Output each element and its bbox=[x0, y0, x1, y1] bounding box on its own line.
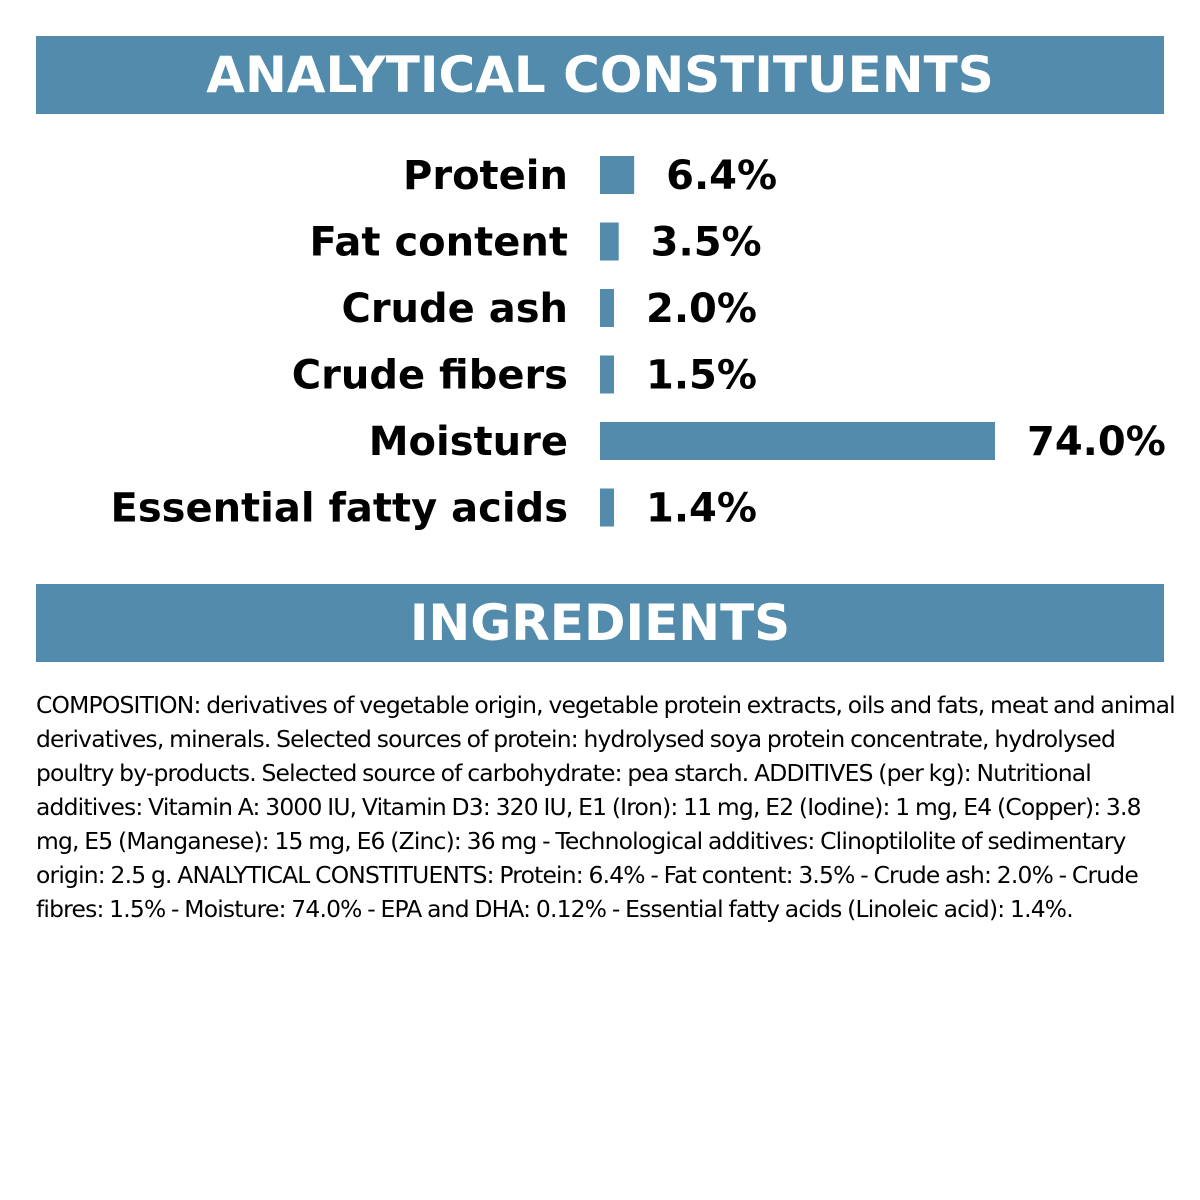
bar-fat-content bbox=[600, 222, 619, 261]
value-label-fat-content: 3.5% bbox=[651, 220, 762, 266]
value-label-crude-ash: 2.0% bbox=[646, 286, 757, 332]
category-label-moisture: Moisture bbox=[369, 419, 568, 465]
bar-protein bbox=[600, 156, 635, 194]
value-label-moisture: 74.0% bbox=[1027, 419, 1166, 465]
ingredients-banner: INGREDIENTS bbox=[36, 584, 1164, 662]
category-label-protein: Protein bbox=[403, 153, 568, 199]
category-label-crude-ash: Crude ash bbox=[341, 286, 568, 332]
category-label-crude-fibers: Crude fibers bbox=[292, 353, 568, 399]
value-label-essential-fatty-acids: 1.4% bbox=[646, 486, 757, 532]
value-label-crude-fibers: 1.5% bbox=[646, 353, 757, 399]
analytical-constituents-banner: ANALYTICAL CONSTITUENTS bbox=[36, 36, 1164, 114]
bar-crude-fibers bbox=[600, 355, 614, 394]
bar-essential-fatty-acids bbox=[600, 488, 614, 527]
composition-text: COMPOSITION: derivatives of vegetable or… bbox=[36, 691, 1176, 923]
bar-crude-ash bbox=[600, 289, 614, 327]
analytical-constituents-title: ANALYTICAL CONSTITUENTS bbox=[206, 46, 994, 104]
value-label-protein: 6.4% bbox=[666, 153, 777, 199]
category-label-fat-content: Fat content bbox=[309, 220, 568, 266]
bar-moisture bbox=[600, 422, 995, 460]
analytical-constituents-chart: Protein 6.4% Fat content 3.5% Crude ash 2.0% C… bbox=[111, 153, 1166, 532]
ingredients-title: INGREDIENTS bbox=[409, 594, 791, 652]
category-label-essential-fatty-acids: Essential fatty acids bbox=[111, 486, 569, 532]
